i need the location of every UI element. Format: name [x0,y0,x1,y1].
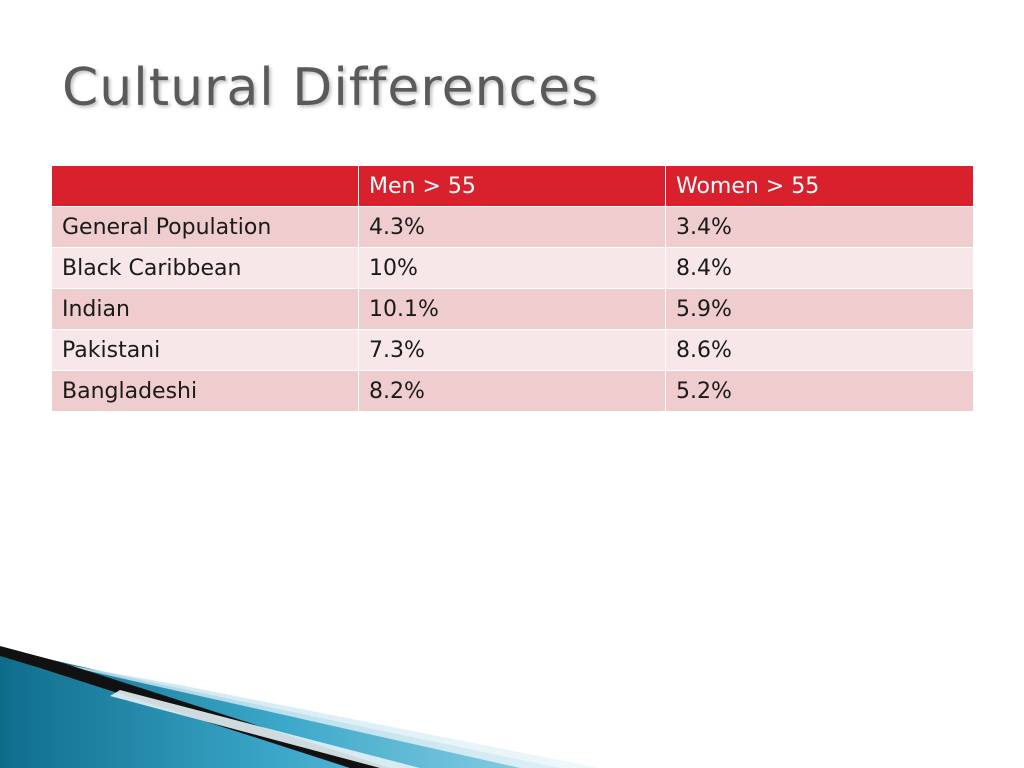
row-label: Bangladeshi [51,370,359,412]
men-value: 7.3% [358,329,666,371]
table-row: Indian 10.1% 5.9% [51,288,974,330]
women-value: 3.4% [665,206,974,248]
women-value: 8.4% [665,247,974,289]
women-value: 5.9% [665,288,974,330]
men-value: 10.1% [358,288,666,330]
table-row: General Population 4.3% 3.4% [51,206,974,248]
men-value: 8.2% [358,370,666,412]
table-row: Black Caribbean 10% 8.4% [51,247,974,289]
header-women-over-55: Women > 55 [665,165,974,207]
women-value: 5.2% [665,370,974,412]
row-label: Black Caribbean [51,247,359,289]
data-table: Men > 55 Women > 55 General Population 4… [51,165,974,412]
men-value: 4.3% [358,206,666,248]
header-men-over-55: Men > 55 [358,165,666,207]
row-label: Indian [51,288,359,330]
slide-title: Cultural Differences [62,58,600,118]
row-label: General Population [51,206,359,248]
women-value: 8.6% [665,329,974,371]
men-value: 10% [358,247,666,289]
header-corner-cell [51,165,359,207]
decorative-swoosh [0,646,600,768]
row-label: Pakistani [51,329,359,371]
table-header-row: Men > 55 Women > 55 [51,165,974,207]
table-row: Pakistani 7.3% 8.6% [51,329,974,371]
table-row: Bangladeshi 8.2% 5.2% [51,370,974,412]
